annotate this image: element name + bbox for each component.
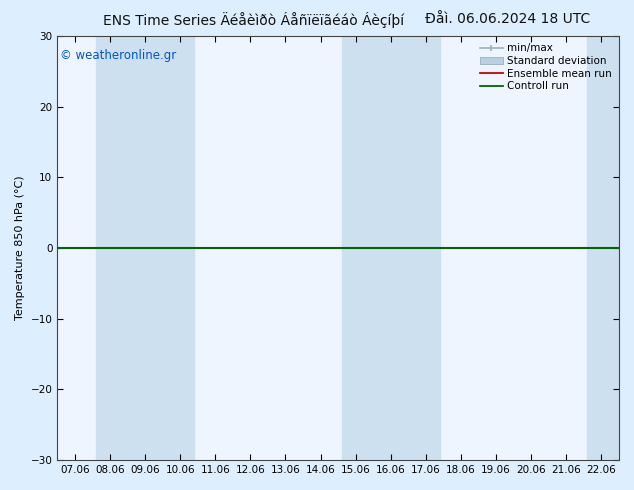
Bar <box>342 36 440 460</box>
Text: ENS Time Series Äéåèìðò Áåñïëïãéáò Áèçíþí: ENS Time Series Äéåèìðò Áåñïëïãéáò Áèçíþ… <box>103 12 404 28</box>
Y-axis label: Temperature 850 hPa (°C): Temperature 850 hPa (°C) <box>15 176 25 320</box>
Text: © weatheronline.gr: © weatheronline.gr <box>60 49 176 62</box>
Legend: min/max, Standard deviation, Ensemble mean run, Controll run: min/max, Standard deviation, Ensemble me… <box>478 41 614 93</box>
Bar <box>588 36 619 460</box>
Text: Ðåì. 06.06.2024 18 UTC: Ðåì. 06.06.2024 18 UTC <box>425 12 590 26</box>
Bar <box>96 36 194 460</box>
